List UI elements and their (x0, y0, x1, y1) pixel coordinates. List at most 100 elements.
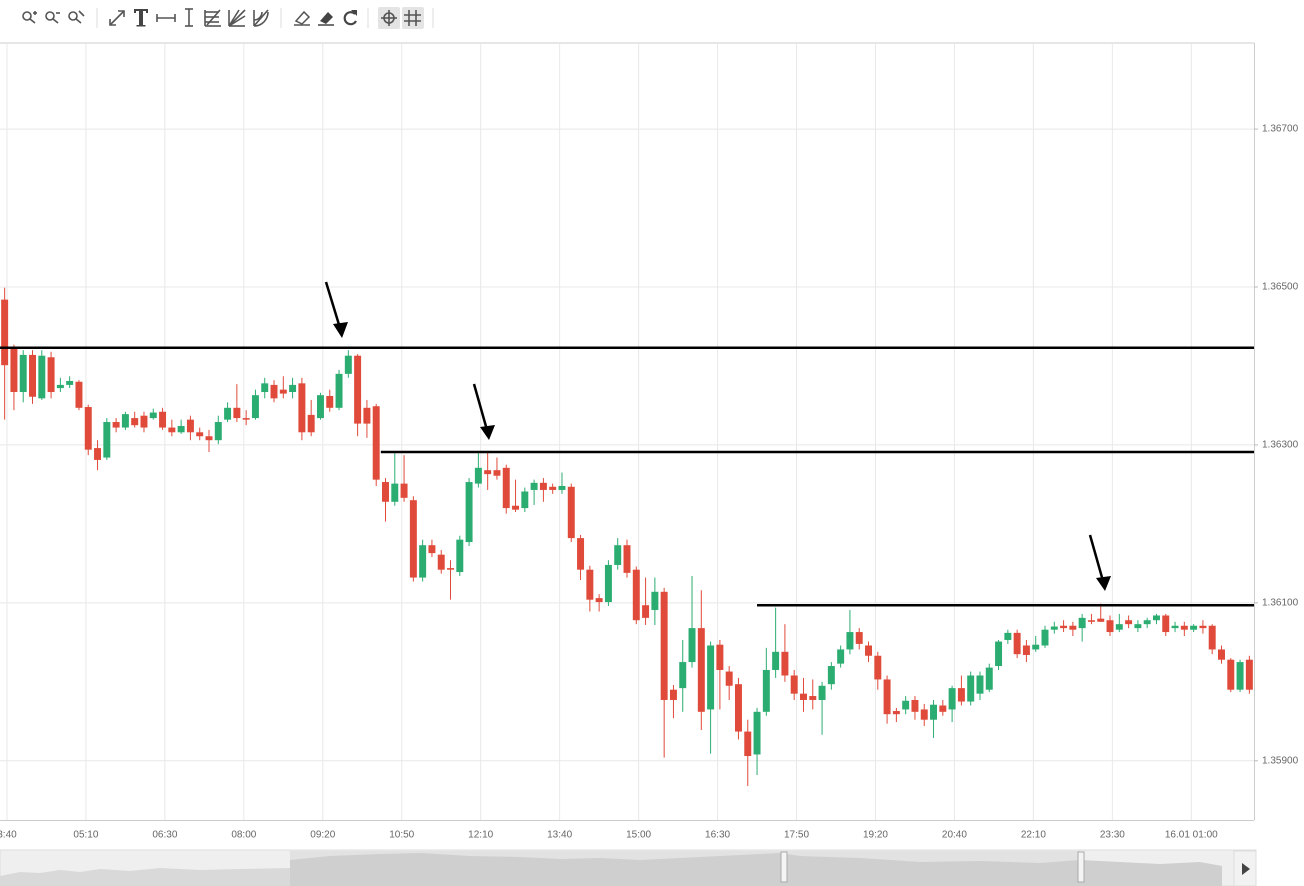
candle-body (837, 649, 845, 664)
candle-body (372, 406, 380, 480)
arrow (1088, 534, 1111, 591)
reload-tool[interactable] (343, 10, 357, 26)
eraser-tool[interactable] (294, 10, 311, 26)
candle-body (419, 545, 427, 578)
candle-body (363, 407, 371, 424)
candle-body (1, 299, 9, 366)
candle-body (902, 700, 910, 710)
y-tick-label: 1.36500 (1262, 282, 1299, 293)
candle-body (354, 355, 362, 424)
vertical-measure-tool[interactable] (185, 8, 193, 27)
arc-tool[interactable] (253, 9, 269, 27)
x-tick-label: 05:10 (73, 830, 98, 841)
candle-body (214, 422, 222, 441)
candle-body (428, 545, 436, 554)
drawn-lines (0, 346, 1254, 607)
candle-body (577, 538, 585, 570)
candle-body (920, 709, 928, 720)
candle-body (567, 486, 575, 539)
candle-body (1078, 617, 1086, 629)
candle-body (196, 432, 204, 437)
candle-body (103, 422, 111, 458)
zoom-in-tool[interactable] (22, 11, 37, 24)
candle-body (1227, 659, 1235, 690)
candle-body (930, 704, 938, 720)
candle-body (539, 482, 547, 490)
candle-body (679, 662, 687, 689)
candle-body (995, 641, 1003, 667)
candle-body (474, 467, 482, 484)
y-tick-label: 1.36100 (1262, 597, 1299, 608)
candle-body (781, 651, 789, 676)
candle-body (47, 357, 55, 393)
candle-body (1199, 625, 1207, 629)
candle-body (762, 669, 770, 712)
candle-body (1134, 624, 1142, 629)
candle-body (1180, 625, 1188, 630)
erase-all-tool[interactable] (318, 12, 334, 26)
candle-body (948, 688, 956, 710)
candle-body (251, 395, 259, 419)
candle-body (447, 568, 454, 570)
candle-body (298, 383, 306, 433)
candle-body (84, 407, 92, 450)
fan-tool[interactable] (228, 9, 246, 27)
candle-body (326, 395, 334, 408)
candle-body (391, 483, 399, 502)
candle-body (289, 384, 297, 393)
text-tool[interactable] (134, 9, 148, 27)
candle-body (744, 731, 752, 757)
candle-body (1060, 625, 1068, 629)
candle-body (614, 545, 622, 565)
candle-body (493, 470, 501, 476)
candle-body (409, 500, 417, 578)
candle-body (233, 407, 241, 419)
candle-body (957, 688, 965, 702)
crosshair-tool[interactable] (381, 10, 397, 26)
candle-body (1208, 625, 1216, 650)
candle-body (1097, 618, 1105, 622)
arrow (324, 281, 348, 338)
candle-body (967, 675, 975, 702)
candle-body (1115, 624, 1123, 630)
candle-body (669, 689, 677, 700)
candle-body (131, 418, 139, 426)
candle-body (382, 482, 389, 502)
candle-body (549, 486, 557, 490)
candle-body (846, 632, 854, 650)
navigator[interactable] (0, 849, 1257, 886)
zoom-out-tool[interactable] (45, 11, 60, 24)
candle-body (177, 425, 185, 433)
candle-body (112, 422, 120, 428)
candle-body (604, 564, 612, 603)
candle-body (716, 644, 724, 670)
candle-body (1069, 625, 1077, 630)
x-tick-label: 3:40 (0, 830, 17, 841)
zoom-reset-tool[interactable] (68, 10, 85, 24)
grid-tool-bg[interactable] (402, 7, 424, 29)
x-tick-label: 13:40 (547, 830, 572, 841)
candle-body (976, 675, 984, 694)
candle-body (186, 419, 194, 433)
candle-body (502, 467, 510, 509)
candle-body (1143, 620, 1151, 625)
candle-body (224, 407, 232, 420)
candle-body (642, 605, 650, 618)
x-tick-label: 10:50 (389, 830, 414, 841)
candle-body (75, 381, 83, 408)
candle-body (1190, 625, 1198, 630)
candle-body (270, 384, 278, 399)
arrow-tool[interactable] (109, 10, 125, 26)
x-tick-label: 15:00 (626, 830, 651, 841)
grid-tool[interactable] (404, 10, 421, 26)
annotation-arrows (324, 281, 1111, 591)
fibonacci-tool[interactable] (204, 9, 221, 27)
candle-body (855, 632, 863, 644)
candle-body (1245, 659, 1253, 690)
x-tick-label: 16:30 (705, 830, 730, 841)
horizontal-measure-tool[interactable] (156, 14, 176, 22)
candle-body (623, 545, 631, 573)
candle-body (456, 539, 464, 573)
candle-body (149, 412, 157, 419)
